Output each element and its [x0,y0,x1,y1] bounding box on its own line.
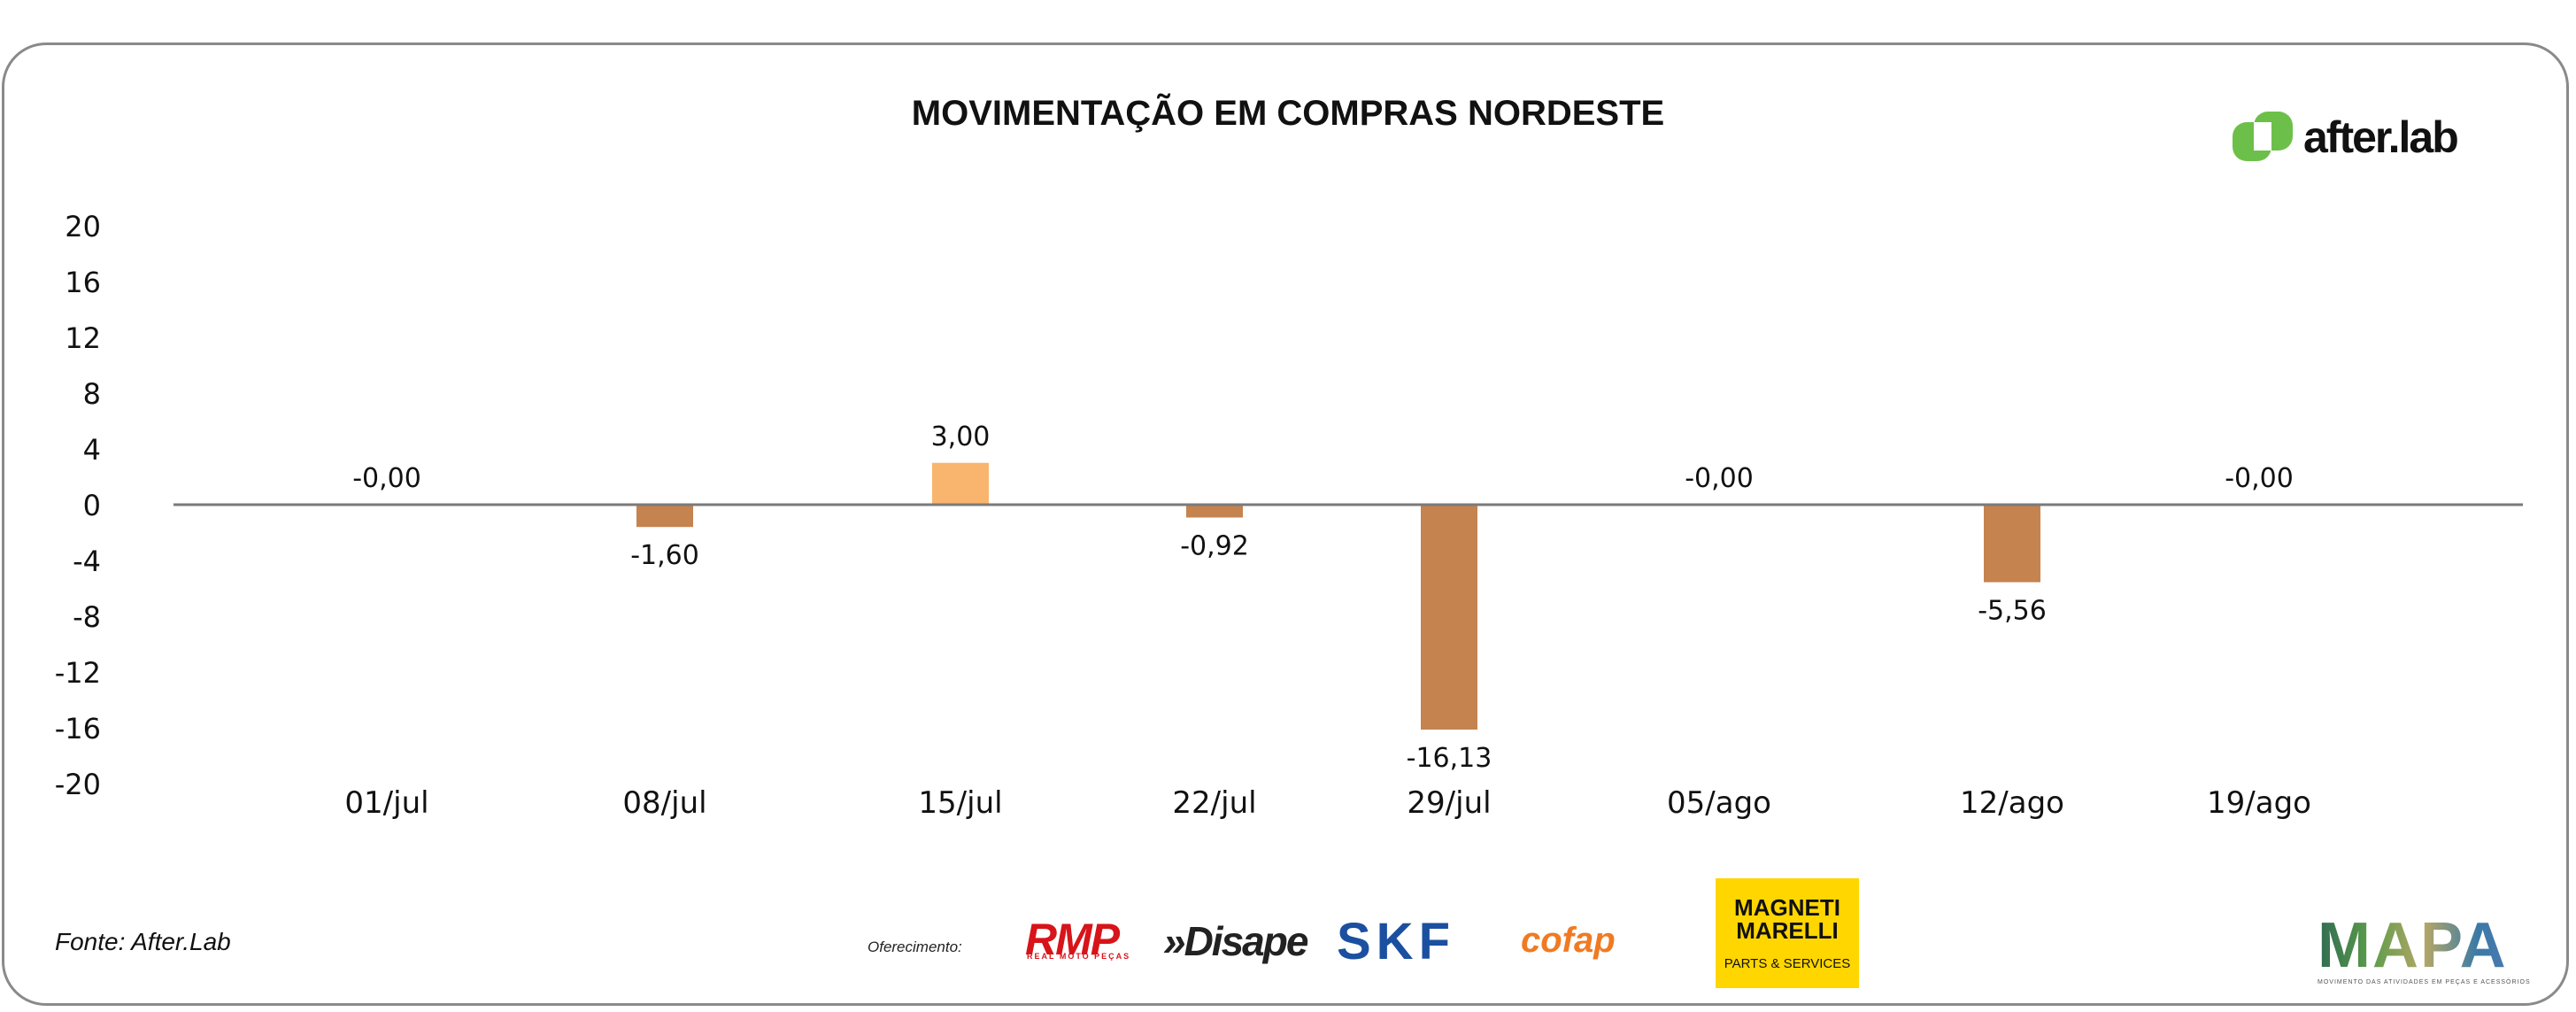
data-label: -1,60 [630,540,699,571]
y-tick-label: 16 [65,266,101,299]
bar [1421,505,1477,730]
magneti-marelli-subtitle: PARTS & SERVICES [1724,955,1851,971]
after-lab-logo: after.lab [2233,111,2459,164]
chart-card [2,42,2569,1006]
data-label: 3,00 [931,421,991,452]
sponsor-magneti-marelli-logo: MAGNETI MARELLI PARTS & SERVICES [1716,878,1859,988]
magneti-marelli-name: MAGNETI MARELLI [1734,893,1840,944]
data-label: -0,92 [1180,530,1249,561]
after-lab-logo-text: after.lab [2303,112,2459,162]
data-label: -16,13 [1407,743,1492,774]
x-tick-label: 15/jul [918,785,1002,821]
bar [932,462,989,505]
data-label: -5,56 [1978,596,2047,627]
bar [1186,505,1243,518]
y-tick-label: -16 [55,712,101,745]
sponsor-rmp-subtitle: REAL MOTO PEÇAS [1027,952,1131,961]
x-tick-label: 01/jul [344,785,428,821]
source-note: Fonte: After.Lab [55,928,231,955]
sponsor-label: Oferecimento: [868,939,962,955]
x-tick-label: 29/jul [1407,785,1491,821]
y-tick-label: 20 [65,210,101,243]
sponsor-cofap-logo: cofap [1521,921,1616,960]
data-label: -0,00 [1685,463,1754,494]
sponsor-skf-logo: SKF [1337,913,1455,970]
y-tick-label: 4 [83,433,101,467]
y-tick-label: -20 [55,768,101,801]
bar [1984,505,2040,583]
x-tick-label: 05/ago [1667,785,1771,821]
y-tick-label: -4 [73,545,101,578]
sponsor-disape-logo: »Disape [1163,918,1308,964]
x-tick-label: 22/jul [1172,785,1256,821]
y-tick-label: -8 [73,600,101,634]
mapa-logo-text: MAPA [2318,914,2531,977]
data-label: -0,00 [352,463,421,494]
y-tick-label: -12 [55,656,101,690]
mapa-logo: MAPA MOVIMENTO DAS ATIVIDADES EM PEÇAS E… [2318,914,2531,985]
chart-title: MOVIMENTAÇÃO EM COMPRAS NORDESTE [911,94,1665,133]
y-tick-label: 8 [83,377,101,411]
x-tick-label: 19/ago [2207,785,2311,821]
after-lab-logo-icon [2233,112,2293,161]
x-tick-label: 08/jul [622,785,706,821]
y-tick-label: 0 [83,489,101,522]
data-label: -0,00 [2225,463,2294,494]
bar [636,505,693,528]
x-tick-label: 12/ago [1960,785,2064,821]
y-tick-label: 12 [65,321,101,355]
sponsor-rmp-logo: RMP [1025,915,1120,964]
mapa-logo-subtitle: MOVIMENTO DAS ATIVIDADES EM PEÇAS E ACES… [2318,979,2531,985]
